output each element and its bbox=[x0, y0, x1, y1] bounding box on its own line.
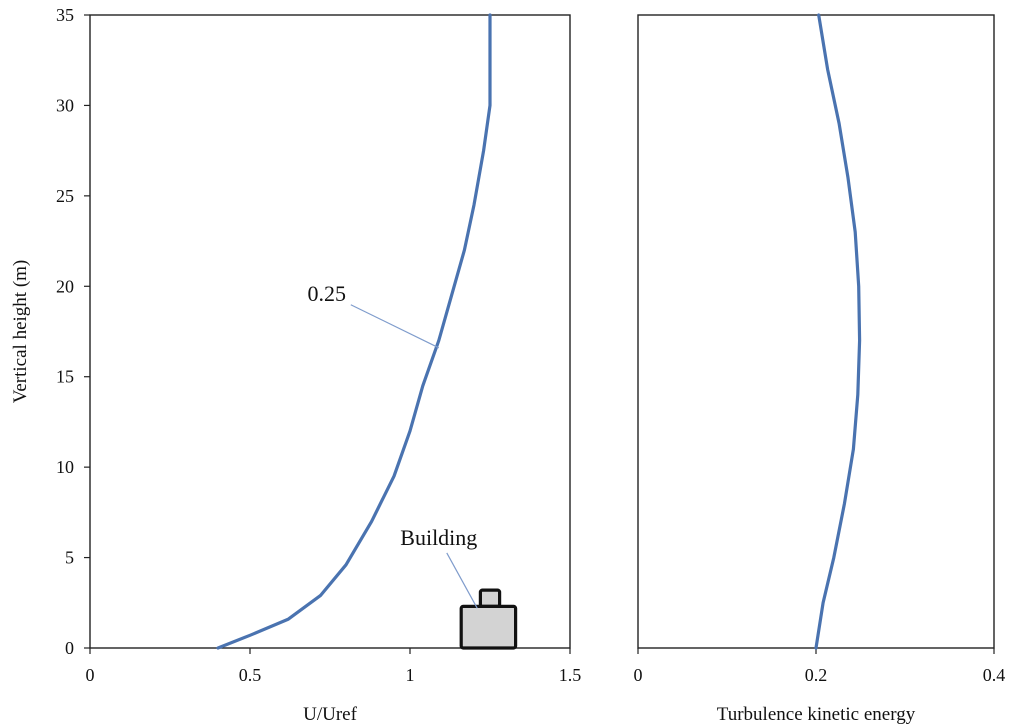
y-tick-label: 15 bbox=[56, 367, 74, 387]
building-roof-icon bbox=[478, 588, 502, 609]
series-line bbox=[814, 13, 862, 650]
annotation-label: 0.25 bbox=[308, 281, 347, 306]
y-axis-title: Vertical height (m) bbox=[10, 260, 31, 404]
y-tick-label: 10 bbox=[56, 457, 74, 477]
y-tick-label: 35 bbox=[56, 5, 74, 25]
x-tick-label: 0 bbox=[86, 665, 95, 685]
x-tick-label: 1.5 bbox=[559, 665, 582, 685]
x-tick-label: 0.2 bbox=[805, 665, 828, 685]
annotation-leader-line bbox=[350, 304, 440, 349]
x-tick-label: 0.5 bbox=[239, 665, 262, 685]
y-tick-label: 0 bbox=[65, 638, 74, 658]
x-tick-label: 0 bbox=[634, 665, 643, 685]
y-tick-label: 20 bbox=[56, 276, 74, 296]
y-tick-label: 5 bbox=[65, 548, 74, 568]
building-base-icon bbox=[459, 604, 518, 650]
plot-frame bbox=[637, 14, 995, 649]
x-tick-label: 0.4 bbox=[983, 665, 1006, 685]
right-panel: 0 0.2 0.4 Turbulence kinetic energy bbox=[634, 13, 1006, 725]
annotation-label: Building bbox=[400, 525, 477, 550]
y-tick-label: 30 bbox=[56, 95, 74, 115]
plot-frame bbox=[89, 14, 571, 649]
y-tick-label: 25 bbox=[56, 186, 74, 206]
annotation-leader-line bbox=[446, 552, 478, 609]
x-tick-label: 1 bbox=[406, 665, 415, 685]
left-panel: 0 0.5 1 1.5 0 5 10 15 20 25 30 35 U/Uref Vertical hei… bbox=[10, 5, 581, 725]
series-line bbox=[216, 13, 492, 650]
x-axis-title: U/Uref bbox=[303, 704, 357, 725]
x-axis-title: Turbulence kinetic energy bbox=[717, 704, 916, 725]
